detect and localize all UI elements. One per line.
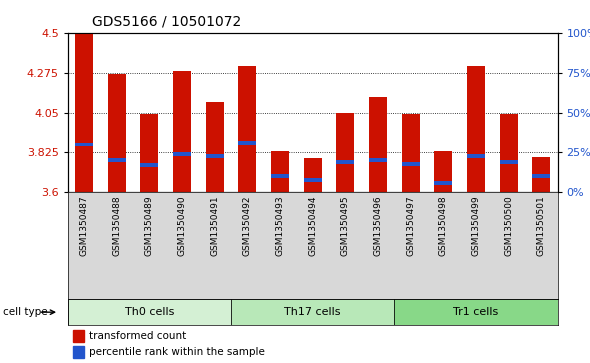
Bar bbox=[402, 162, 419, 166]
Text: cell type: cell type bbox=[3, 307, 48, 317]
Bar bbox=[231, 299, 394, 325]
Bar bbox=[271, 151, 289, 192]
Text: GSM1350493: GSM1350493 bbox=[276, 196, 284, 256]
Text: Th17 cells: Th17 cells bbox=[284, 307, 341, 317]
Bar bbox=[108, 159, 126, 162]
Bar bbox=[238, 66, 257, 192]
Text: Tr1 cells: Tr1 cells bbox=[453, 307, 499, 317]
Text: GSM1350501: GSM1350501 bbox=[537, 196, 546, 256]
Text: GSM1350494: GSM1350494 bbox=[308, 196, 317, 256]
Bar bbox=[394, 299, 558, 325]
Bar bbox=[500, 160, 517, 164]
Bar bbox=[500, 114, 517, 192]
Text: GSM1350490: GSM1350490 bbox=[178, 196, 186, 256]
Bar bbox=[434, 181, 453, 185]
Bar bbox=[271, 175, 289, 178]
Text: GSM1350499: GSM1350499 bbox=[471, 196, 480, 256]
Text: GSM1350497: GSM1350497 bbox=[406, 196, 415, 256]
Bar bbox=[336, 160, 355, 164]
Bar bbox=[369, 159, 387, 162]
Text: GSM1350500: GSM1350500 bbox=[504, 196, 513, 256]
Bar bbox=[402, 114, 419, 192]
Bar bbox=[173, 152, 191, 156]
Bar bbox=[532, 175, 550, 178]
Bar bbox=[304, 158, 322, 192]
Text: GSM1350491: GSM1350491 bbox=[210, 196, 219, 256]
Text: GSM1350488: GSM1350488 bbox=[112, 196, 122, 256]
Text: GSM1350496: GSM1350496 bbox=[373, 196, 382, 256]
Bar bbox=[140, 163, 159, 167]
Bar bbox=[532, 157, 550, 192]
Bar bbox=[108, 74, 126, 192]
Bar bbox=[73, 346, 84, 358]
Bar bbox=[304, 178, 322, 182]
Text: GSM1350489: GSM1350489 bbox=[145, 196, 154, 256]
Text: GSM1350492: GSM1350492 bbox=[243, 196, 252, 256]
Bar bbox=[206, 102, 224, 192]
Bar bbox=[369, 97, 387, 192]
Text: GSM1350498: GSM1350498 bbox=[439, 196, 448, 256]
Bar bbox=[140, 114, 159, 192]
Bar bbox=[75, 33, 93, 192]
Text: GSM1350495: GSM1350495 bbox=[341, 196, 350, 256]
Bar bbox=[68, 299, 231, 325]
Text: percentile rank within the sample: percentile rank within the sample bbox=[90, 347, 266, 357]
Bar bbox=[434, 151, 453, 192]
Bar bbox=[238, 141, 257, 145]
Bar bbox=[467, 66, 485, 192]
Bar bbox=[467, 154, 485, 158]
Text: GDS5166 / 10501072: GDS5166 / 10501072 bbox=[92, 15, 241, 29]
Bar bbox=[206, 154, 224, 158]
Bar bbox=[336, 113, 355, 192]
Bar bbox=[73, 330, 84, 342]
Bar bbox=[173, 71, 191, 192]
Text: transformed count: transformed count bbox=[90, 331, 186, 341]
Bar bbox=[75, 143, 93, 146]
Text: GSM1350487: GSM1350487 bbox=[80, 196, 88, 256]
Text: Th0 cells: Th0 cells bbox=[124, 307, 174, 317]
